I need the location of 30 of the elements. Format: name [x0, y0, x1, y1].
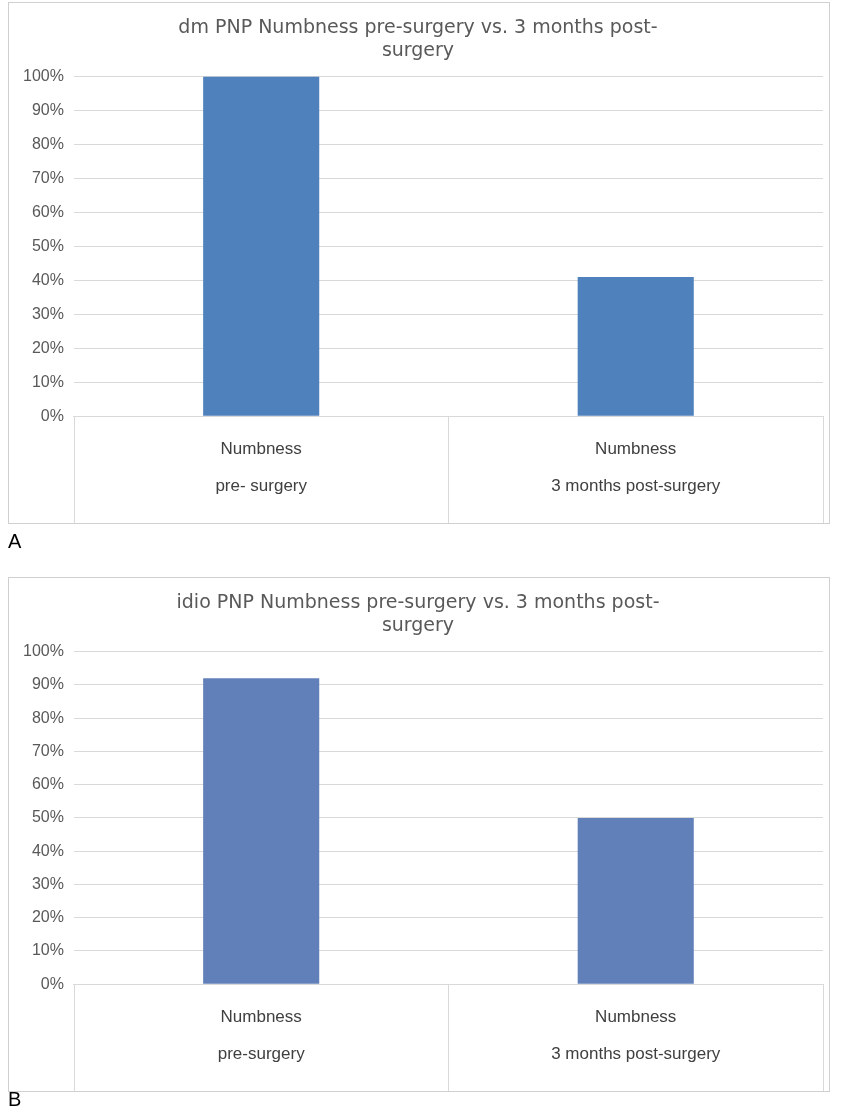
text: A: [8, 530, 22, 553]
y-tick-label: 70%: [31, 741, 64, 759]
y-tick-label: 70%: [31, 168, 64, 186]
text: B: [8, 1088, 22, 1111]
y-tick-label: 0%: [40, 974, 64, 992]
y-tick-label: 20%: [31, 908, 64, 926]
x-tick-label: Numbness pre- surgery: [215, 438, 308, 495]
y-tick-label: 10%: [31, 941, 64, 959]
y-tick-label: 100%: [23, 67, 64, 85]
y-tick-label: 50%: [31, 236, 64, 254]
y-tick-label: 10%: [31, 372, 64, 390]
y-tick-label: 0%: [40, 406, 64, 424]
x-tick-label: Numbness 3 months post-surgery: [551, 438, 721, 495]
y-tick-label: 60%: [31, 202, 64, 220]
y-tick-label: 80%: [31, 134, 64, 152]
y-tick-label: 40%: [31, 270, 64, 288]
y-tick-label: 100%: [23, 642, 64, 660]
x-tick-label: Numbness 3 months post-surgery: [551, 1006, 721, 1063]
chart-title: dm PNP Numbness pre-surgery vs. 3 months post-surgery: [178, 15, 658, 61]
y-tick-label: 60%: [31, 775, 64, 793]
y-tick-label: 40%: [31, 841, 64, 859]
y-tick-label: 80%: [31, 708, 64, 726]
y-tick-label: 30%: [31, 874, 64, 892]
y-tick-label: 90%: [31, 675, 64, 693]
y-tick-label: 50%: [31, 808, 64, 826]
x-tick-label: Numbness pre-surgery: [217, 1006, 306, 1063]
y-tick-label: 20%: [31, 338, 64, 356]
y-tick-label: 90%: [31, 100, 64, 118]
y-tick-label: 30%: [31, 304, 64, 322]
chart-title: idio PNP Numbness pre-surgery vs. 3 months post-surgery: [176, 590, 660, 636]
